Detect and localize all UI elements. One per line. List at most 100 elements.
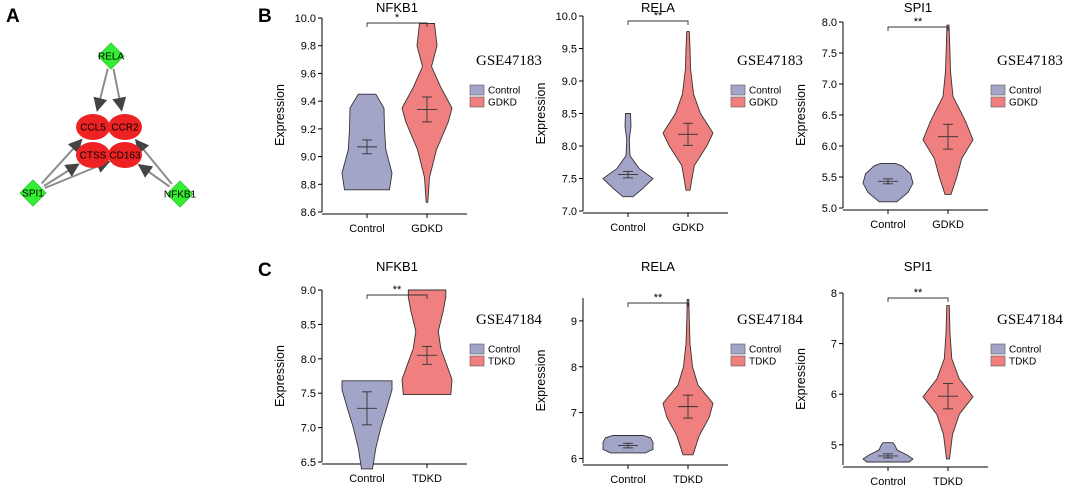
panel-label-c: C <box>258 260 272 281</box>
tf-node-diamond <box>19 179 47 207</box>
legend-label-gdkd: GDKD <box>1009 98 1038 109</box>
violin-gdkd <box>922 24 974 195</box>
significance-label: ** <box>914 287 923 299</box>
significance-bracket <box>627 20 689 25</box>
legend-swatch-control <box>990 343 1006 355</box>
y-tick-label: 8 <box>571 362 577 374</box>
legend-label-control: Control <box>488 345 520 356</box>
node-label: CD163 <box>109 151 141 162</box>
violin-charts: NFKB1 8.6 8.8 9.0 9.2 9.4 9.6 9.8 10.0 Expression… <box>273 0 1063 488</box>
network-diagram: RELA SPI1 NFKB1 CCL5 CCR2 CTSS CD163 <box>19 42 197 208</box>
y-tick-label: 9.2 <box>301 124 316 136</box>
violin-tdkd <box>662 298 714 456</box>
legend-swatch-gdkd <box>730 96 746 108</box>
y-tick-label: 10.0 <box>556 11 577 23</box>
y-tick-label: 8.5 <box>562 109 577 121</box>
legend-swatch-tdkd <box>990 355 1006 367</box>
legend-label-control: Control <box>749 86 781 97</box>
y-tick-label: 6.5 <box>822 110 837 122</box>
significance-label: ** <box>654 292 663 304</box>
network-edge-rela-ccl5 <box>93 68 109 112</box>
y-tick-label: 9.6 <box>301 68 316 80</box>
legend-swatch-tdkd <box>730 355 746 367</box>
violin-chart-rela-gse47183: RELA 7.0 7.5 8.0 8.5 9.0 9.5 10.0 Expression Cont… <box>534 0 803 234</box>
y-tick-label: 7 <box>571 408 577 420</box>
legend-label-tdkd: TDKD <box>749 357 776 368</box>
y-tick-label: 6 <box>571 453 577 465</box>
y-tick-label: 10.0 <box>295 13 316 25</box>
x-tick-label: Control <box>610 474 645 486</box>
y-tick-label: 6.5 <box>301 457 316 469</box>
network-edge-rela-ccr2 <box>112 68 127 112</box>
legend-label-control: Control <box>749 345 781 356</box>
y-tick-label: 8.0 <box>822 17 837 29</box>
y-tick-label: 7.0 <box>301 423 316 435</box>
legend-swatch-control <box>990 84 1006 96</box>
legend-swatch-tdkd <box>469 355 485 367</box>
y-axis-label: Expression <box>794 348 808 410</box>
y-axis-label: Expression <box>273 84 287 146</box>
y-axis-label: Expression <box>534 83 548 145</box>
y-tick-label: 7.5 <box>822 48 837 60</box>
legend-label-tdkd: TDKD <box>1009 357 1036 368</box>
node-label: CCR2 <box>111 123 139 134</box>
node-label: NFKB1 <box>164 190 197 201</box>
legend-label-tdkd: TDKD <box>488 357 515 368</box>
y-tick-label: 9.0 <box>301 152 316 164</box>
dataset-label: GSE47183 <box>737 53 803 69</box>
x-tick-label: Control <box>349 223 384 235</box>
x-tick-label: GDKD <box>411 223 443 235</box>
tf-node-diamond <box>166 180 194 208</box>
network-node-spi1: SPI1 <box>19 179 47 207</box>
y-tick-label: 8.0 <box>562 141 577 153</box>
tf-node-diamond <box>97 42 125 70</box>
node-label: SPI1 <box>22 189 44 200</box>
legend-swatch-control <box>469 343 485 355</box>
node-label: CTSS <box>80 151 107 162</box>
chart-title: SPI1 <box>904 259 932 274</box>
y-tick-label: 9.4 <box>301 96 316 108</box>
violin-chart-nfkb1-gse47184: NFKB1 6.5 7.0 7.5 8.0 8.5 9.0 Expression Control… <box>273 259 542 485</box>
target-node-circle <box>108 114 142 140</box>
violin-chart-nfkb1-gse47183: NFKB1 8.6 8.8 9.0 9.2 9.4 9.6 9.8 10.0 Expression… <box>273 0 542 235</box>
significance-label: ** <box>914 16 923 28</box>
y-tick-label: 9.0 <box>562 76 577 88</box>
y-axis-label: Expression <box>794 84 808 146</box>
legend-swatch-control <box>469 84 485 96</box>
violin-gdkd <box>662 31 714 191</box>
violin-control <box>862 442 914 463</box>
y-tick-label: 5.0 <box>822 203 837 215</box>
y-tick-label: 8.5 <box>301 319 316 331</box>
x-tick-label: Control <box>870 219 905 231</box>
network-node-ccl5: CCL5 <box>76 114 110 140</box>
significance-label: ** <box>393 284 402 296</box>
node-label: RELA <box>98 52 124 63</box>
x-tick-label: Control <box>610 222 645 234</box>
violin-tdkd <box>401 289 453 396</box>
violin-tdkd <box>922 305 974 460</box>
y-tick-label: 7.5 <box>562 174 577 186</box>
chart-title: RELA <box>641 259 675 274</box>
legend-swatch-control <box>730 343 746 355</box>
target-node-circle <box>108 142 142 168</box>
y-tick-label: 9.8 <box>301 41 316 53</box>
legend-label-gdkd: GDKD <box>488 98 517 109</box>
x-tick-label: GDKD <box>672 222 704 234</box>
x-tick-label: Control <box>349 473 384 485</box>
significance-label: ** <box>654 10 663 22</box>
network-edge-spi1-ccl5 <box>40 138 83 185</box>
y-tick-label: 5.5 <box>822 172 837 184</box>
y-tick-label: 8.0 <box>301 354 316 366</box>
significance-bracket <box>887 26 949 31</box>
x-tick-label: GDKD <box>932 219 964 231</box>
target-node-circle <box>76 142 110 168</box>
dataset-label: GSE47184 <box>476 312 542 328</box>
network-node-nfkb1: NFKB1 <box>164 180 197 208</box>
network-node-ctss: CTSS <box>76 142 110 168</box>
y-tick-label: 8.8 <box>301 179 316 191</box>
dataset-label: GSE47183 <box>476 53 542 69</box>
legend-swatch-gdkd <box>469 96 485 108</box>
y-tick-label: 7.0 <box>822 79 837 91</box>
y-tick-label: 7.0 <box>562 206 577 218</box>
legend-label-control: Control <box>1009 86 1041 97</box>
